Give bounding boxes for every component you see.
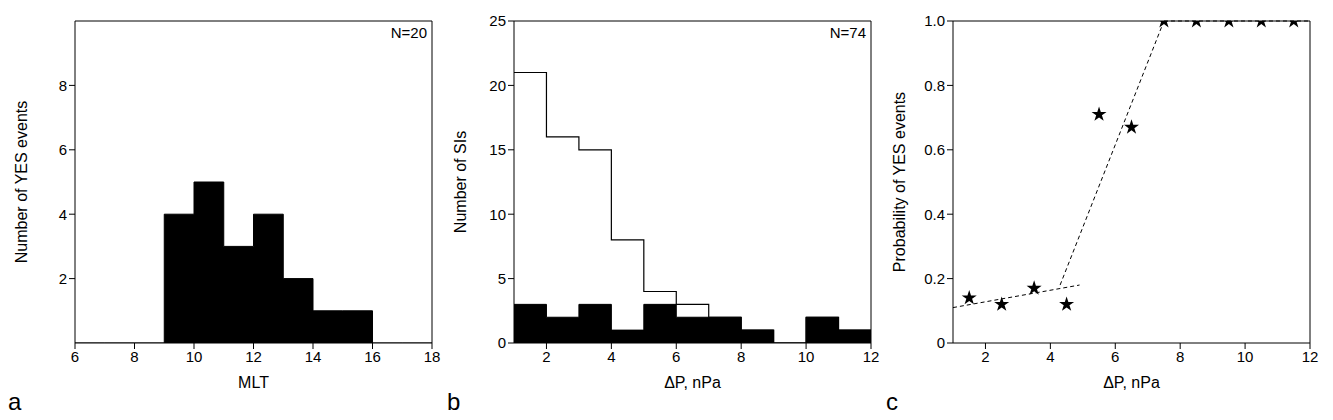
svg-text:14: 14	[305, 348, 322, 365]
html-text:N=20: N=20	[390, 24, 427, 41]
svg-text:1.0: 1.0	[924, 12, 945, 29]
svg-text:10: 10	[186, 348, 203, 365]
svg-text:0: 0	[937, 334, 945, 351]
svg-text:Probability of YES events: Probability of YES events	[891, 92, 908, 272]
html-text:N=74: N=74	[829, 24, 866, 41]
svg-text:ΔP, nPa: ΔP, nPa	[1103, 374, 1160, 391]
svg-text:8: 8	[1176, 348, 1184, 365]
svg-text:4: 4	[607, 348, 615, 365]
svg-text:4: 4	[59, 206, 67, 223]
svg-text:8: 8	[737, 348, 745, 365]
svg-text:Number of SIs: Number of SIs	[452, 131, 469, 233]
svg-text:0.6: 0.6	[924, 141, 945, 158]
html-text:b: b	[447, 388, 461, 415]
svg-text:12: 12	[863, 348, 880, 365]
svg-text:2: 2	[981, 348, 989, 365]
html-text:a: a	[8, 388, 22, 415]
svg-text:6: 6	[59, 141, 67, 158]
svg-text:0.2: 0.2	[924, 270, 945, 287]
svg-text:4: 4	[1046, 348, 1054, 365]
svg-text:0.8: 0.8	[924, 77, 945, 94]
svg-text:10: 10	[1237, 348, 1254, 365]
svg-text:2: 2	[542, 348, 550, 365]
svg-text:2: 2	[59, 270, 67, 287]
svg-text:10: 10	[489, 206, 506, 223]
svg-text:Number of YES events: Number of YES events	[13, 101, 30, 263]
svg-text:8: 8	[130, 348, 138, 365]
svg-text:MLT: MLT	[238, 374, 269, 391]
svg-text:0: 0	[498, 334, 506, 351]
svg-text:ΔP, nPa: ΔP, nPa	[664, 374, 721, 391]
svg-text:6: 6	[672, 348, 680, 365]
svg-text:25: 25	[489, 12, 506, 29]
svg-text:16: 16	[364, 348, 381, 365]
svg-text:0.4: 0.4	[924, 206, 945, 223]
svg-text:5: 5	[498, 270, 506, 287]
svg-text:6: 6	[71, 348, 79, 365]
svg-text:12: 12	[245, 348, 262, 365]
svg-text:20: 20	[489, 77, 506, 94]
html-text:c: c	[886, 388, 898, 415]
svg-text:15: 15	[489, 141, 506, 158]
svg-text:10: 10	[798, 348, 815, 365]
svg-text:12: 12	[1302, 348, 1319, 365]
svg-text:6: 6	[1111, 348, 1119, 365]
svg-text:18: 18	[424, 348, 441, 365]
svg-text:8: 8	[59, 77, 67, 94]
